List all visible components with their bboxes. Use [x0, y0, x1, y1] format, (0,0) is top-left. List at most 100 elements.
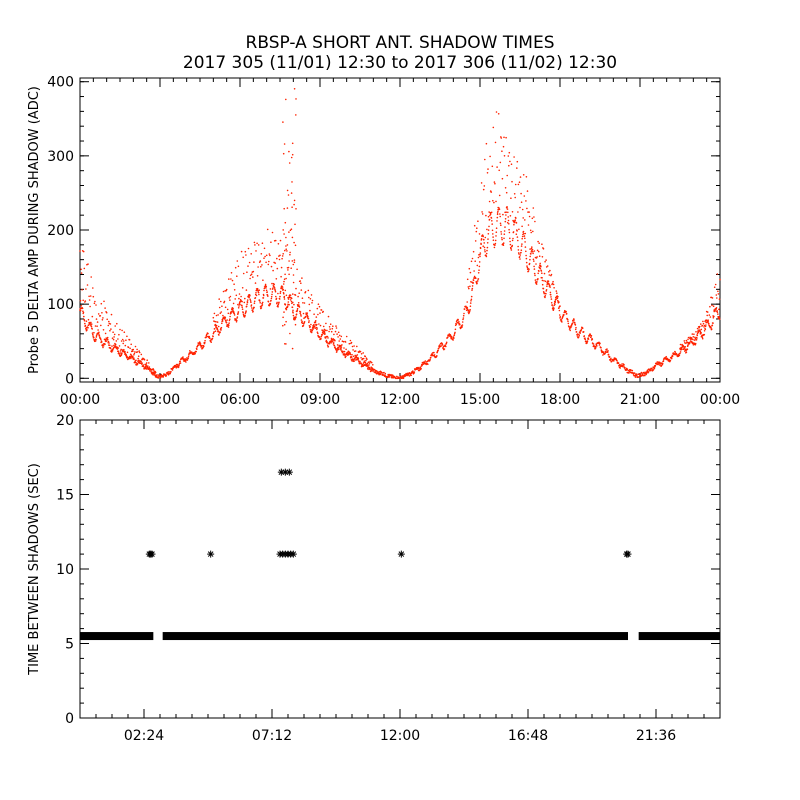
- amplitude-point: [267, 295, 269, 297]
- amplitude-point: [607, 350, 609, 352]
- amplitude-point: [143, 358, 146, 361]
- amplitude-point: [300, 315, 302, 317]
- amplitude-point: [162, 375, 165, 377]
- amplitude-point: [283, 298, 286, 300]
- amplitude-point: [312, 324, 314, 327]
- amplitude-point: [200, 344, 203, 347]
- amplitude-point: [89, 305, 91, 308]
- amplitude-point: [254, 297, 257, 299]
- amplitude-point: [90, 325, 93, 328]
- amplitude-point: [189, 350, 191, 352]
- amplitude-point: [242, 272, 245, 275]
- amplitude-point: [168, 370, 170, 373]
- amplitude-point: [238, 293, 241, 295]
- amplitude-point: [462, 317, 465, 319]
- amplitude-point: [230, 312, 232, 314]
- amplitude-point: [513, 156, 515, 158]
- amplitude-point: [286, 305, 289, 307]
- amplitude-point: [195, 350, 197, 353]
- amplitude-point: [703, 333, 706, 336]
- amplitude-point: [370, 361, 373, 364]
- amplitude-point: [662, 360, 665, 363]
- amplitude-point: [518, 228, 520, 231]
- amplitude-point: [532, 258, 535, 261]
- amplitude-point: [288, 303, 290, 306]
- amplitude-point: [288, 150, 290, 153]
- amplitude-point: [79, 250, 81, 252]
- amplitude-point: [700, 328, 703, 331]
- amplitude-point: [542, 248, 545, 250]
- amplitude-point: [269, 254, 271, 257]
- amplitude-point: [487, 168, 489, 170]
- amplitude-point: [709, 305, 711, 308]
- amplitude-point: [257, 289, 259, 292]
- amplitude-point: [337, 346, 340, 349]
- amplitude-point: [302, 324, 305, 327]
- amplitude-point: [94, 325, 97, 327]
- amplitude-point: [519, 206, 521, 209]
- amplitude-point: [291, 142, 294, 145]
- amplitude-point: [622, 365, 624, 368]
- amplitude-point: [327, 337, 329, 339]
- amplitude-point: [139, 360, 142, 362]
- amplitude-point: [462, 318, 464, 321]
- amplitude-point: [388, 376, 390, 378]
- amplitude-point: [487, 238, 489, 240]
- amplitude-point: [299, 311, 302, 313]
- amplitude-point: [478, 265, 481, 268]
- amplitude-point: [182, 356, 184, 358]
- time-between-shadows-panel: 02:24 07:12 12:00 16:48 21:36 0 5 10 15 20 TIME BE…: [27, 413, 721, 744]
- amplitude-point: [538, 242, 540, 244]
- amplitude-point: [345, 348, 347, 351]
- shadow-interval-y-tick-label: 10: [56, 562, 74, 578]
- amplitude-point: [512, 237, 514, 240]
- amplitude-point: [229, 299, 231, 301]
- amplitude-point: [474, 260, 477, 263]
- amplitude-point: [498, 194, 501, 197]
- amplitude-point: [156, 375, 158, 377]
- amplitude-point: [112, 331, 114, 334]
- amplitude-point: [221, 322, 223, 325]
- amplitude-point: [251, 309, 254, 311]
- amplitude-point: [469, 271, 472, 274]
- amplitude-point: [96, 321, 99, 323]
- amplitude-point: [486, 172, 489, 174]
- amplitude-point: [244, 297, 246, 300]
- amplitude-point: [115, 340, 118, 342]
- amplitude-point: [292, 293, 294, 295]
- amplitude-point: [359, 350, 362, 353]
- amplitude-point: [500, 224, 502, 226]
- amplitude-point: [98, 334, 100, 336]
- amplitude-point: [602, 354, 604, 356]
- amplitude-point: [283, 233, 285, 235]
- amplitude-point: [124, 350, 126, 353]
- amplitude-point: [204, 339, 206, 342]
- amplitude-point: [80, 268, 82, 271]
- amplitude-point: [213, 312, 216, 315]
- amplitude-point: [263, 257, 265, 260]
- amplitude-point: [486, 228, 488, 231]
- amplitude-point: [255, 292, 257, 294]
- amplitude-point: [216, 327, 218, 329]
- amplitude-point: [509, 237, 511, 240]
- amplitude-point: [140, 353, 143, 356]
- amplitude-point: [360, 363, 363, 365]
- amplitude-y-tick-label: 300: [47, 149, 74, 165]
- amplitude-point: [433, 351, 435, 354]
- amplitude-point: [351, 353, 353, 356]
- amplitude-point: [535, 263, 537, 265]
- amplitude-point: [371, 367, 374, 369]
- amplitude-point: [256, 287, 259, 290]
- amplitude-point: [114, 343, 117, 346]
- amplitude-point: [696, 334, 698, 336]
- amplitude-point: [275, 295, 277, 298]
- amplitude-point: [285, 320, 287, 323]
- amplitude-point: [130, 357, 132, 360]
- amplitude-point: [251, 307, 253, 309]
- amplitude-point: [289, 253, 291, 256]
- amplitude-point: [703, 324, 706, 327]
- amplitude-point: [492, 236, 494, 238]
- amplitude-point: [292, 281, 295, 284]
- amplitude-point: [223, 300, 226, 303]
- amplitude-point: [348, 353, 350, 356]
